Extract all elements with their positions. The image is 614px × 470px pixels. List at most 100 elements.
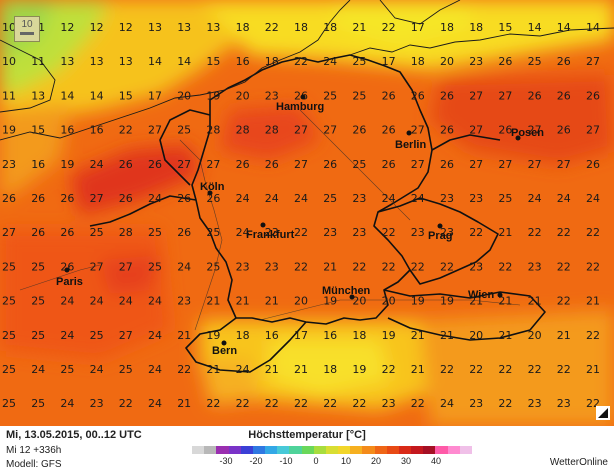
grid-value: 21 xyxy=(557,329,571,342)
grid-value: 27 xyxy=(148,124,162,137)
grid-value: 24 xyxy=(31,363,45,376)
grid-value: 12 xyxy=(60,21,74,34)
grid-value: 23 xyxy=(382,397,396,410)
city-koeln[interactable]: Köln xyxy=(200,181,225,196)
grid-value: 23 xyxy=(265,89,279,102)
city-dot xyxy=(221,340,227,346)
city-label: München xyxy=(322,285,371,297)
grid-value: 24 xyxy=(119,295,133,308)
grid-value: 25 xyxy=(31,295,45,308)
grid-value: 23 xyxy=(2,158,16,171)
city-paris[interactable]: Paris xyxy=(56,267,83,289)
grid-value: 26 xyxy=(382,158,396,171)
grid-value: 26 xyxy=(440,89,454,102)
grid-value: 18 xyxy=(236,21,250,34)
rivers xyxy=(19,109,521,331)
grid-value: 25 xyxy=(2,295,16,308)
city-dot xyxy=(349,294,355,300)
city-posen[interactable]: Posen xyxy=(511,127,544,141)
grid-value: 11 xyxy=(31,55,45,68)
grid-value: 19 xyxy=(352,363,366,376)
grid-value: 16 xyxy=(236,55,250,68)
scale-swatch xyxy=(277,446,290,454)
city-berlin[interactable]: Berlin xyxy=(395,130,426,152)
zoom-button[interactable]: 10 xyxy=(14,16,40,42)
river-seine xyxy=(19,264,101,291)
grid-value: 22 xyxy=(498,260,512,273)
grid-value: 25 xyxy=(31,260,45,273)
grid-value: 18 xyxy=(411,55,425,68)
grid-value: 12 xyxy=(90,21,104,34)
city-hamburg[interactable]: Hamburg xyxy=(276,94,324,114)
corner-arrow-icon[interactable] xyxy=(596,406,610,420)
city-wien[interactable]: Wien xyxy=(468,289,503,301)
grid-value: 24 xyxy=(236,363,250,376)
czech-border xyxy=(377,197,499,285)
grid-value: 24 xyxy=(148,329,162,342)
grid-value: 21 xyxy=(265,363,279,376)
grid-value: 10 xyxy=(2,21,16,34)
grid-value: 15 xyxy=(31,124,45,137)
grid-value: 21 xyxy=(177,397,191,410)
scale-tick-label: 30 xyxy=(400,456,412,466)
grid-value: 14 xyxy=(557,21,571,34)
grid-value: 21 xyxy=(498,226,512,239)
grid-value: 27 xyxy=(206,158,220,171)
grid-value: 16 xyxy=(323,329,337,342)
benelux-border xyxy=(159,109,211,186)
model-name: Modell: GFS xyxy=(6,459,62,470)
grid-value: 20 xyxy=(352,295,366,308)
grid-value: 22 xyxy=(557,260,571,273)
grid-value: 21 xyxy=(206,363,220,376)
grid-value: 18 xyxy=(323,363,337,376)
grid-value: 22 xyxy=(294,226,308,239)
coastline-baltic xyxy=(349,27,614,56)
city-frankfurt[interactable]: Frankfurt xyxy=(246,222,295,242)
grid-value: 26 xyxy=(265,158,279,171)
swiss-border xyxy=(185,317,307,373)
grid-value: 13 xyxy=(206,21,220,34)
scale-tick-label: -20 xyxy=(249,456,263,466)
grid-value: 21 xyxy=(236,295,250,308)
grid-value: 23 xyxy=(323,226,337,239)
city-label: Frankfurt xyxy=(246,229,295,241)
scale-swatch xyxy=(192,446,205,454)
scale-swatch xyxy=(325,446,339,454)
grid-value: 16 xyxy=(90,124,104,137)
coastline-north xyxy=(0,0,351,141)
grid-value: 26 xyxy=(557,124,571,137)
grid-value: 25 xyxy=(2,397,16,410)
grid-value: 24 xyxy=(557,192,571,205)
grid-value: 22 xyxy=(177,363,191,376)
scale-swatch xyxy=(204,446,217,454)
grid-value: 25 xyxy=(323,89,337,102)
grid-value: 24 xyxy=(382,192,396,205)
grid-value: 21 xyxy=(294,363,308,376)
city-prag[interactable]: Prag xyxy=(428,223,452,243)
temperature-map[interactable]: 10 11 12 12 12 13 13 13 18 22 18 18 21 22 17 18 18 15 14 14… xyxy=(0,0,614,426)
grid-value: 16 xyxy=(31,158,45,171)
grid-value: 25 xyxy=(177,124,191,137)
grid-value: 27 xyxy=(469,158,483,171)
grid-value: 22 xyxy=(236,397,250,410)
grid-value: 19 xyxy=(323,295,337,308)
scale-swatch xyxy=(350,446,363,454)
coastlines xyxy=(0,0,614,141)
city-label: Hamburg xyxy=(276,101,324,113)
grid-value: 23 xyxy=(440,192,454,205)
grid-value: 27 xyxy=(119,329,133,342)
grid-value: 14 xyxy=(528,21,542,34)
city-label: Paris xyxy=(56,276,83,288)
city-bern[interactable]: Bern xyxy=(212,340,237,358)
city-muenchen[interactable]: München xyxy=(322,285,371,300)
grid-value: 25 xyxy=(323,192,337,205)
grid-value: 22 xyxy=(382,21,396,34)
map-canvas[interactable]: 10 11 12 12 12 13 13 13 18 22 18 18 21 22 17 18 18 15 14 14… xyxy=(0,0,614,426)
scale-swatch xyxy=(374,446,387,454)
grid-value: 24 xyxy=(60,329,74,342)
scale-swatch xyxy=(289,446,302,454)
grid-value: 22 xyxy=(352,260,366,273)
city-label: Posen xyxy=(511,127,544,139)
scale-swatch xyxy=(228,446,241,454)
grid-value: 16 xyxy=(265,329,279,342)
